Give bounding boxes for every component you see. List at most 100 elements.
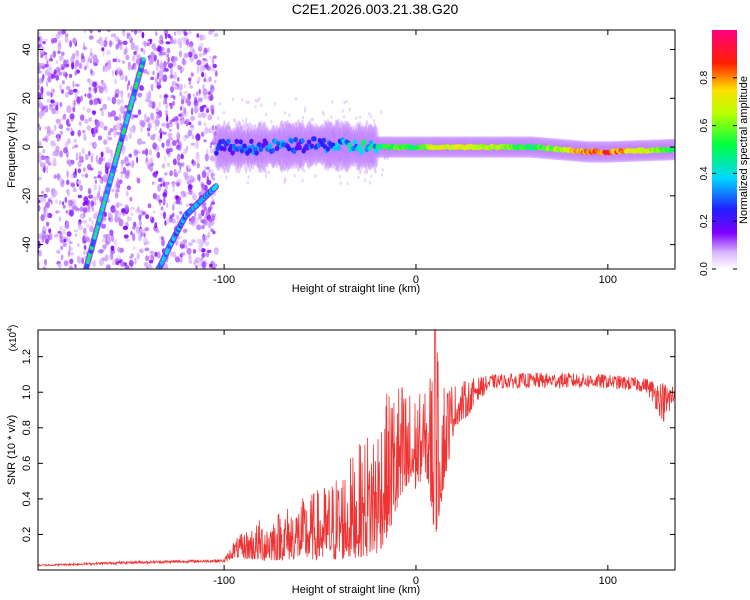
noise-speckle — [208, 76, 212, 82]
noise-speckle — [369, 126, 373, 130]
noise-speckle — [109, 128, 114, 133]
noise-speckle — [99, 40, 105, 47]
noise-speckle — [97, 97, 100, 102]
noise-speckle — [280, 165, 283, 170]
noise-speckle — [152, 210, 156, 214]
noise-speckle — [46, 165, 49, 174]
noise-speckle — [190, 115, 196, 121]
noise-speckle — [218, 102, 221, 106]
noise-speckle — [38, 36, 41, 42]
noise-speckle — [142, 237, 148, 243]
noise-speckle — [90, 155, 94, 163]
noise-speckle — [38, 31, 41, 36]
noise-speckle — [48, 58, 54, 62]
noise-speckle — [120, 174, 124, 179]
noise-speckle — [147, 203, 152, 209]
trace-core — [139, 64, 144, 69]
noise-speckle — [98, 184, 101, 193]
noise-speckle — [140, 231, 144, 238]
noise-speckle — [344, 132, 347, 136]
noise-speckle — [204, 240, 210, 247]
noise-speckle — [128, 35, 132, 40]
noise-speckle — [346, 155, 349, 159]
trace-core — [132, 92, 136, 97]
noise-speckle — [74, 168, 77, 175]
noise-speckle — [103, 157, 106, 161]
noise-speckle — [209, 144, 212, 149]
noise-speckle — [135, 59, 140, 64]
noise-speckle — [83, 227, 87, 234]
noise-speckle — [137, 138, 143, 146]
noise-speckle — [45, 206, 48, 212]
noise-speckle — [97, 30, 102, 33]
noise-speckle — [172, 100, 176, 106]
noise-speckle — [197, 97, 203, 103]
noise-speckle — [164, 33, 168, 40]
noise-speckle — [179, 106, 183, 111]
spectrogram-panel: -100 0 100 -40 -20 0 20 40 Height of straight l… — [6, 29, 676, 295]
noise-speckle — [337, 156, 341, 160]
noise-speckle — [42, 137, 48, 142]
noise-speckle — [61, 66, 65, 71]
noise-speckle — [181, 161, 185, 168]
noise-speckle — [329, 161, 332, 166]
noise-speckle — [149, 157, 154, 164]
noise-speckle — [166, 202, 169, 209]
noise-speckle — [45, 238, 49, 245]
noise-speckle — [233, 118, 236, 122]
trace-core — [112, 165, 116, 170]
noise-speckle — [70, 182, 75, 187]
trace-core — [124, 120, 129, 125]
noise-speckle — [174, 256, 180, 262]
noise-speckle — [195, 133, 201, 141]
noise-speckle — [106, 264, 111, 269]
ridge-halo — [287, 122, 294, 170]
noise-speckle — [143, 233, 146, 238]
noise-speckle — [190, 71, 193, 78]
noise-speckle — [147, 103, 152, 107]
noise-speckle — [74, 144, 79, 148]
noise-speckle — [51, 73, 54, 80]
ridge-core — [316, 142, 321, 149]
noise-speckle — [86, 125, 92, 131]
noise-speckle — [384, 148, 387, 152]
noise-speckle — [175, 144, 181, 151]
noise-speckle — [189, 45, 194, 53]
noise-speckle — [212, 230, 216, 235]
noise-speckle — [83, 251, 86, 255]
noise-speckle — [63, 147, 68, 154]
noise-speckle — [203, 122, 207, 127]
noise-speckle — [145, 255, 149, 261]
trace-core — [90, 242, 95, 247]
noise-speckle — [178, 83, 183, 91]
y-tick-label: 0.8 — [21, 420, 33, 435]
trace-core — [119, 137, 124, 142]
noise-speckle — [286, 153, 289, 158]
noise-speckle — [97, 174, 101, 179]
noise-speckle — [189, 85, 193, 89]
noise-speckle — [84, 118, 89, 124]
noise-speckle — [62, 228, 66, 235]
noise-speckle — [57, 263, 62, 268]
noise-speckle — [301, 178, 304, 183]
noise-speckle — [144, 227, 150, 232]
noise-speckle — [166, 122, 170, 129]
noise-speckle — [59, 231, 63, 240]
noise-speckle — [146, 71, 150, 75]
noise-speckle — [55, 249, 61, 254]
noise-speckle — [122, 225, 128, 231]
trace-core — [110, 172, 114, 177]
noise-speckle — [345, 169, 349, 173]
noise-speckle — [155, 119, 160, 127]
noise-speckle — [294, 142, 297, 147]
noise-speckle — [130, 207, 136, 210]
noise-speckle — [73, 65, 78, 70]
noise-speckle — [116, 255, 122, 262]
ridge-halo — [225, 121, 232, 174]
noise-speckle — [202, 58, 207, 61]
noise-speckle — [89, 47, 93, 55]
noise-speckle — [191, 58, 195, 63]
noise-speckle — [88, 79, 94, 87]
noise-speckle — [177, 77, 180, 82]
trace-core — [87, 256, 91, 261]
